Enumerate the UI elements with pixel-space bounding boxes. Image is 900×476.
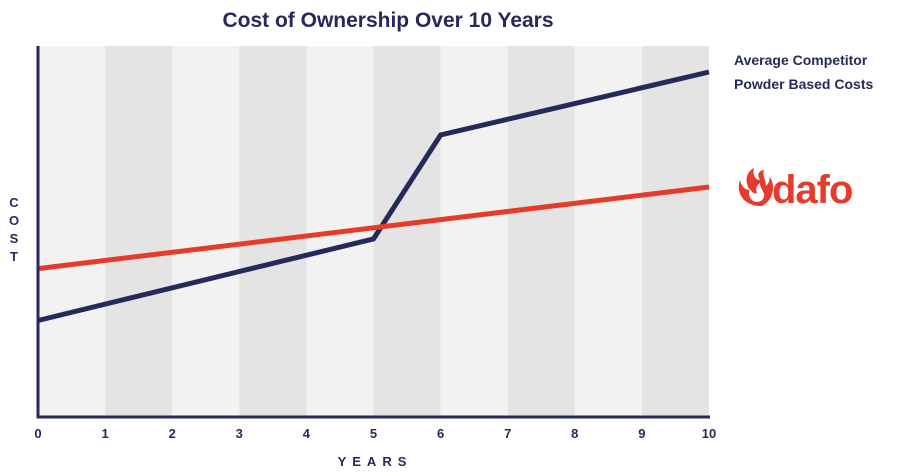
grid-band — [373, 46, 441, 417]
x-tick-label: 0 — [34, 426, 41, 441]
x-tick-label: 2 — [169, 426, 176, 441]
chart-title: Cost of Ownership Over 10 Years — [222, 9, 553, 32]
grid-band — [574, 46, 642, 417]
grid-band — [172, 46, 240, 417]
y-axis-label-letter: C — [9, 195, 19, 210]
x-axis-label: YEARS — [338, 454, 413, 469]
grid-band — [105, 46, 173, 417]
grid-band — [507, 46, 575, 417]
legend-competitor-line-1: Average Competitor — [734, 52, 868, 68]
grid-band — [38, 46, 106, 417]
x-tick-label: 4 — [303, 426, 311, 441]
legend-competitor: Average Competitor Powder Based Costs — [734, 52, 873, 92]
series-line-competitor — [37, 69, 710, 323]
x-tick-label: 10 — [702, 426, 716, 441]
x-tick-label: 6 — [437, 426, 444, 441]
grid-band — [641, 46, 709, 417]
series-layer — [37, 69, 710, 323]
x-tick-label: 1 — [101, 426, 108, 441]
y-axis-label-letter: O — [9, 213, 19, 228]
x-tick-label: 9 — [638, 426, 645, 441]
dafo-logo: dafo — [738, 168, 853, 212]
axes — [36, 46, 710, 419]
grid-band — [239, 46, 307, 417]
x-tick-labels: 0 1 2 3 4 5 6 7 8 9 10 — [34, 426, 716, 441]
dafo-logo-text: dafo — [772, 168, 852, 212]
y-axis-label-letter: T — [10, 249, 18, 264]
legend-competitor-line-2: Powder Based Costs — [734, 76, 873, 92]
x-tick-label: 3 — [236, 426, 243, 441]
x-tick-label: 7 — [504, 426, 511, 441]
series-line-dafo — [37, 184, 710, 272]
y-axis-label-letter: S — [10, 231, 19, 246]
grid-band — [440, 46, 508, 417]
x-tick-label: 5 — [370, 426, 377, 441]
flame-icon — [738, 168, 774, 206]
x-tick-label: 8 — [571, 426, 578, 441]
background-bands — [38, 46, 709, 417]
